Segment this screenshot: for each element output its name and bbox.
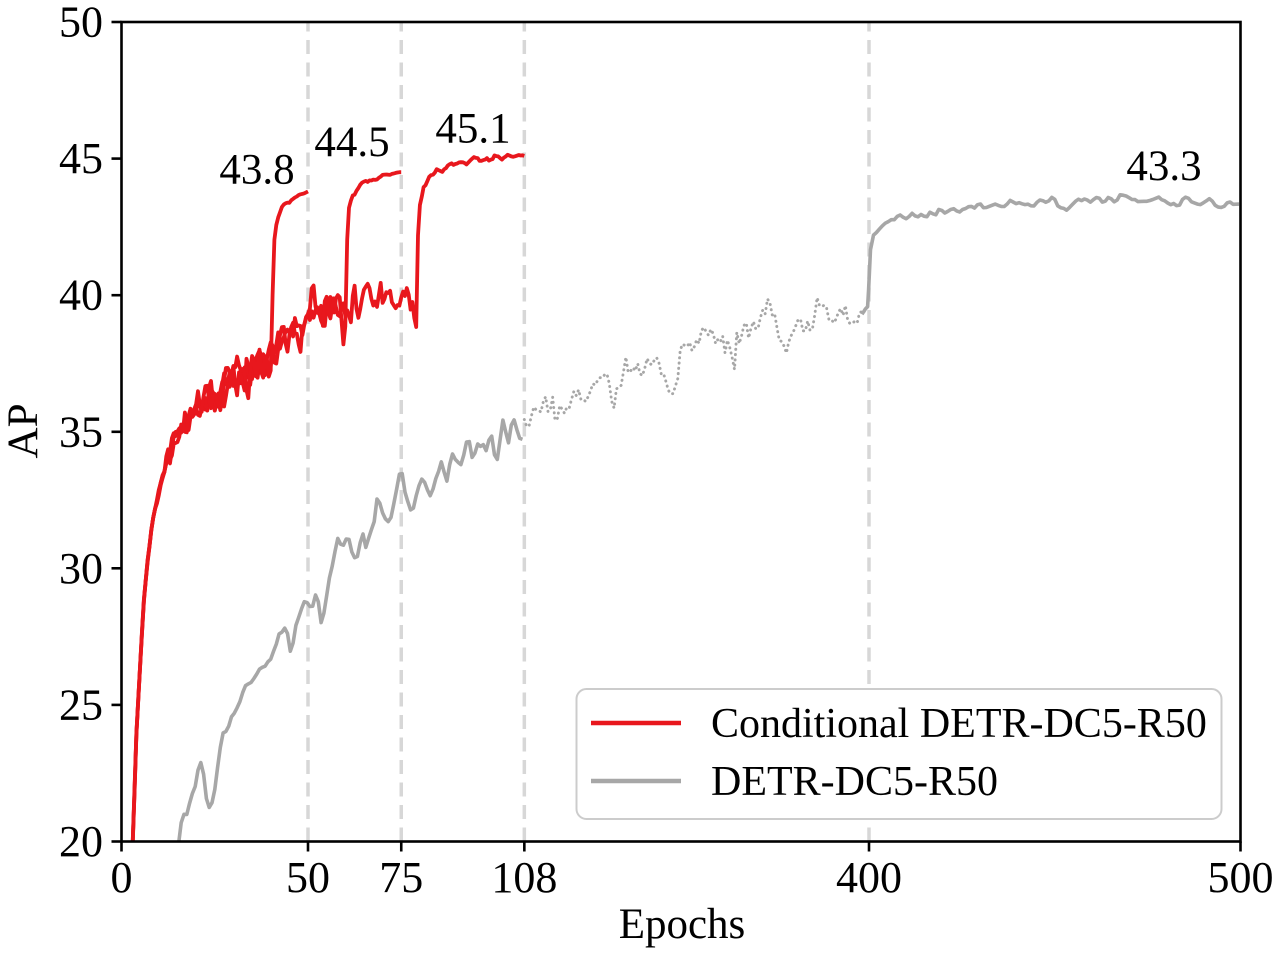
svg-text:500: 500 — [1208, 853, 1274, 902]
svg-text:0: 0 — [111, 853, 133, 902]
svg-text:40: 40 — [59, 271, 103, 320]
svg-text:AP: AP — [0, 404, 47, 459]
svg-text:Epochs: Epochs — [619, 901, 746, 948]
svg-text:DETR-DC5-R50: DETR-DC5-R50 — [711, 759, 998, 805]
svg-text:50: 50 — [286, 853, 330, 902]
svg-text:35: 35 — [59, 407, 103, 456]
svg-text:75: 75 — [379, 853, 423, 902]
svg-text:45: 45 — [59, 134, 103, 183]
svg-text:30: 30 — [59, 544, 103, 593]
svg-text:43.8: 43.8 — [219, 147, 294, 194]
svg-text:Conditional DETR-DC5-R50: Conditional DETR-DC5-R50 — [711, 701, 1207, 747]
svg-text:108: 108 — [491, 853, 557, 902]
svg-text:50: 50 — [59, 0, 103, 47]
svg-text:400: 400 — [836, 853, 902, 902]
svg-text:43.3: 43.3 — [1126, 143, 1201, 190]
svg-text:25: 25 — [59, 680, 103, 729]
svg-text:45.1: 45.1 — [435, 106, 510, 153]
svg-text:20: 20 — [59, 817, 103, 866]
svg-text:44.5: 44.5 — [314, 119, 389, 166]
